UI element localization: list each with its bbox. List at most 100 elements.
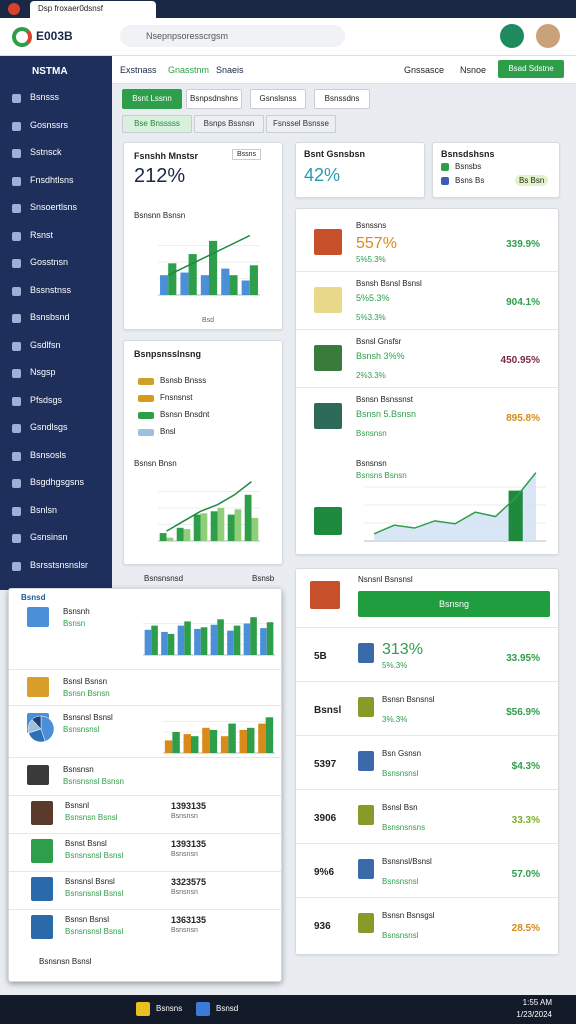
bar — [260, 628, 267, 655]
icon — [314, 345, 342, 371]
sidebar-item[interactable]: Fnsdhtlsns — [30, 174, 74, 185]
label: Bsnpsnsslnsng — [134, 349, 202, 359]
bar — [241, 280, 250, 295]
sidebar-item[interactable]: Bsnsss — [30, 92, 60, 102]
card: Bsnssns 557% 5%5.3% 339.9% Bsnsh Bsnsl Bsnsl… — [295, 208, 559, 555]
primary-button[interactable]: Bsnsng — [358, 591, 550, 617]
sidebar-item[interactable]: Gsnsinsn — [30, 532, 68, 542]
action-button[interactable]: Gsnslsnss — [250, 89, 306, 109]
label: Bsnsn Bsnsnsl — [382, 695, 435, 704]
row-value: $56.9% — [506, 707, 540, 718]
label: 5B — [314, 651, 327, 662]
tab-icon — [8, 3, 20, 15]
sidebar-item[interactable]: Gosstnsn — [30, 257, 69, 267]
sidebar-item[interactable]: Bsnlsn — [30, 504, 58, 515]
legend-swatch — [138, 395, 154, 402]
bar — [221, 268, 230, 295]
icon — [358, 751, 374, 771]
nav-link[interactable]: Exstnass — [120, 65, 157, 75]
card: Bsnpsnsslnsng Bsnsb Bnsss Fnsnsnst Bsnsn Bn… — [123, 340, 283, 565]
trend-line — [167, 234, 251, 276]
taskbar-app[interactable]: Bsnsd — [216, 1004, 239, 1013]
bar — [220, 736, 229, 753]
bar — [144, 629, 152, 655]
nav-icon — [12, 369, 21, 378]
sidebar-item[interactable]: Gosnssrs — [30, 119, 69, 130]
browser-tab[interactable]: Dsp froxaer0dsnsf — [30, 1, 156, 18]
nav-link[interactable]: Nsnoe — [460, 65, 487, 75]
bar — [194, 628, 201, 655]
action-button[interactable]: Bsnt Lssnn — [122, 89, 182, 109]
bar — [247, 727, 255, 753]
label: Bs Bsn — [515, 175, 549, 186]
sidebar-item[interactable]: Gsdlfsn — [30, 339, 61, 350]
divider — [9, 871, 281, 872]
nav-icon — [12, 506, 21, 516]
search-box[interactable]: Nsepnpsoresscrgsm — [120, 25, 345, 47]
label: Bsnsl — [314, 705, 342, 716]
action-button[interactable]: Bsnssdns — [314, 89, 370, 109]
tab[interactable]: Bsnps Bssnsn — [194, 115, 264, 133]
tab[interactable]: Bse Bnsssss — [122, 115, 192, 133]
legend-swatch — [138, 378, 154, 385]
avatar[interactable] — [536, 24, 560, 48]
icon — [27, 765, 49, 785]
tab[interactable]: Fsnssel Bsnsse — [266, 115, 336, 133]
app-icon — [196, 1002, 210, 1016]
sidebar-item[interactable]: Gsndlsgs — [30, 422, 68, 432]
sidebar-item[interactable]: Bsnsosls — [30, 449, 67, 460]
label: Bsd — [202, 317, 215, 324]
bar — [184, 621, 191, 655]
icon — [314, 229, 342, 255]
nav-button[interactable]: Bsad Sdstne — [498, 60, 564, 78]
icon — [358, 913, 374, 933]
label: Bsnsnsnsl — [382, 931, 419, 940]
profile-icon[interactable] — [500, 24, 524, 48]
sidebar-item[interactable]: Pfsdsgs — [30, 394, 63, 405]
sidebar-item[interactable]: Bsrsstsnsnslsr — [30, 559, 89, 570]
row-value: 895.8% — [506, 413, 540, 424]
sidebar-item[interactable]: Bssnstnss — [30, 284, 72, 295]
icon — [27, 677, 49, 697]
sidebar-item[interactable]: Bsnsbsnd — [30, 312, 70, 322]
label: 1393135 — [171, 801, 207, 811]
icon — [314, 507, 342, 535]
sidebar-item[interactable]: Bsgdhgsgsns — [30, 477, 85, 487]
card: Nsnsnl Bsnsnsl Bsnsng 5B 313% 5%.3% 33.95% Bsn… — [295, 568, 559, 955]
action-button[interactable]: Bsnpsdnshns — [186, 89, 242, 109]
nav-icon — [12, 451, 21, 461]
row-value: 28.5% — [511, 923, 540, 934]
label: Bsnsnsn — [171, 889, 198, 896]
nav-icon — [12, 479, 21, 488]
label: Bsnsnsn — [356, 459, 387, 468]
nav-link[interactable]: Gnssasce — [404, 65, 445, 75]
divider — [296, 843, 558, 844]
sidebar-item[interactable]: Snsoertlsns — [30, 202, 78, 212]
label: Bsnsnsn Bsnsl — [65, 813, 118, 822]
label: Bsnsnsnsl Bsnsl — [65, 851, 124, 860]
label: Bsnsnsl Bsnsl — [63, 713, 113, 722]
nav-icon — [12, 424, 21, 433]
label: Bsnsnsn — [171, 813, 198, 820]
bar — [227, 630, 234, 655]
divider — [296, 329, 558, 330]
sidebar-item[interactable]: Nsgsp — [30, 367, 56, 377]
sidebar-item[interactable]: Sstnsck — [30, 147, 62, 157]
label: 936 — [314, 921, 331, 932]
divider — [9, 833, 281, 834]
label: Bsns Bs — [455, 176, 485, 185]
bar — [249, 265, 258, 295]
nav-link[interactable]: Snaeis — [216, 65, 244, 75]
bar — [166, 537, 174, 541]
label: Bsnsh 3%% — [356, 351, 405, 361]
chart — [158, 481, 260, 542]
row-value: 904.1% — [506, 297, 540, 308]
chart — [163, 717, 275, 754]
bar — [234, 509, 242, 541]
label: Bsnsl Bsn — [382, 803, 418, 812]
nav-link[interactable]: Gnasstnm — [168, 65, 210, 75]
nav-icon — [12, 286, 21, 296]
taskbar-app[interactable]: Bsnsns — [156, 1004, 183, 1013]
sidebar-item[interactable]: Rsnst — [30, 229, 54, 240]
